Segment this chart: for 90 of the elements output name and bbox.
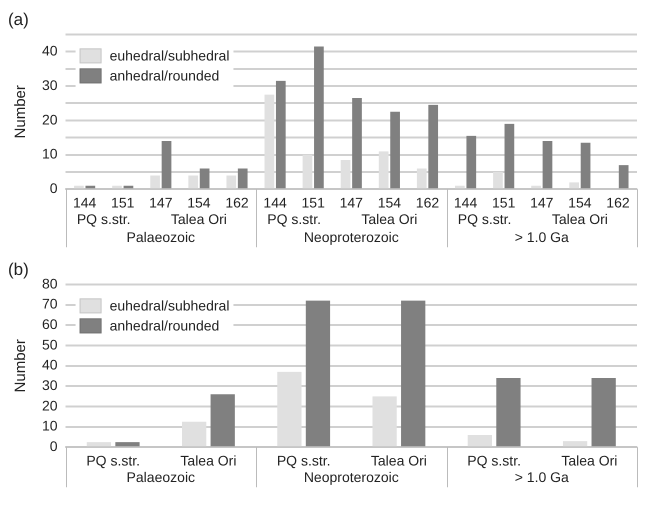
x-tick-label: 147 [149, 194, 173, 210]
bar [210, 394, 235, 446]
bar [468, 434, 492, 446]
y-tick-label: 80 [42, 275, 58, 292]
x-tick-label: PQ s.str. [467, 452, 521, 468]
bar [569, 182, 579, 188]
text: PQ s.str. [458, 211, 512, 228]
y-tick-label: 70 [42, 296, 58, 312]
x-tick-label: Talea Ori [370, 452, 427, 468]
y-tick-label: 20 [42, 111, 58, 128]
bar [86, 442, 112, 446]
text: Talea Ori [361, 211, 418, 228]
chart-title: (a) [8, 10, 29, 29]
x-tick-label: PQ s.str. [276, 452, 331, 468]
y-tick-label: 60 [42, 316, 58, 332]
bar [580, 142, 590, 188]
bar [504, 124, 514, 188]
bar [618, 165, 629, 188]
bar [372, 396, 397, 446]
y-tick-label: 0 [50, 180, 58, 196]
x-tick-label: 162 [225, 194, 249, 210]
bar [466, 136, 476, 188]
y-axis-title: Number [12, 339, 30, 392]
text: Neoproterozoic [304, 229, 399, 246]
x-tick-label: Talea Ori [561, 452, 618, 468]
y-tick-label: 50 [42, 336, 58, 352]
bar [188, 175, 198, 188]
y-tick-label: 10 [42, 418, 58, 434]
text: Talea Ori [170, 211, 227, 228]
bar [390, 112, 400, 188]
bar [150, 175, 160, 188]
text: > 1.0 Ga [514, 229, 570, 246]
bar [562, 441, 588, 446]
text: PQ s.str. [76, 211, 131, 228]
y-tick-label: 30 [42, 377, 58, 394]
bar [277, 372, 302, 446]
bar [182, 422, 206, 446]
legend-label: anhedral/rounded [110, 67, 220, 84]
bar [276, 80, 286, 188]
bar [416, 168, 427, 188]
bar [306, 300, 330, 446]
y-tick-label: 20 [42, 397, 58, 414]
bar [352, 98, 362, 188]
y-axis-title: Number [12, 85, 30, 138]
text: PQ s.str. [267, 211, 321, 228]
x-tick-label: 151 [492, 194, 516, 210]
x-tick-label: 147 [340, 194, 364, 210]
x-tick-label: 154 [378, 194, 402, 210]
y-tick-label: 40 [42, 356, 58, 373]
y-tick-label: 40 [42, 42, 58, 58]
x-tick-label: PQ s.str. [86, 452, 140, 468]
x-tick-label: Talea Ori [180, 452, 236, 468]
legend-label: euhedral/subhedral [110, 47, 230, 64]
x-tick-label: 147 [530, 194, 554, 210]
x-tick-label: 151 [302, 194, 326, 210]
bar [378, 151, 389, 188]
bar [200, 168, 210, 188]
y-tick-label: 0 [50, 438, 58, 454]
x-tick-label: 151 [111, 194, 135, 210]
x-tick-label: 144 [263, 194, 287, 210]
bar [115, 442, 140, 446]
y-tick-label: 30 [42, 76, 58, 93]
bar [162, 141, 172, 188]
x-tick-label: 144 [454, 194, 478, 210]
bar [340, 160, 350, 188]
x-tick-label: 144 [72, 194, 97, 210]
bar [493, 172, 503, 188]
bar [314, 46, 324, 188]
y-tick-label: 10 [42, 146, 58, 162]
bar [238, 168, 248, 188]
x-tick-label: 154 [568, 194, 592, 210]
text: Palaeozoic [126, 469, 196, 486]
legend-label: euhedral/subhedral [110, 297, 230, 314]
bar [592, 378, 616, 446]
bar [401, 300, 426, 446]
bar [428, 104, 438, 188]
bar [496, 378, 521, 446]
bar [226, 175, 236, 188]
bar [302, 154, 312, 188]
legend-label: anhedral/rounded [110, 317, 220, 334]
text: Neoproterozoic [304, 469, 399, 486]
text: Talea Ori [552, 211, 608, 228]
bar [542, 141, 552, 188]
x-tick-label: 162 [606, 194, 630, 210]
x-tick-label: 154 [187, 194, 211, 210]
bar [264, 94, 274, 188]
text: > 1.0 Ga [514, 469, 570, 486]
chart-title: (b) [8, 260, 29, 279]
text: Palaeozoic [126, 229, 196, 246]
x-tick-label: 162 [416, 194, 440, 210]
